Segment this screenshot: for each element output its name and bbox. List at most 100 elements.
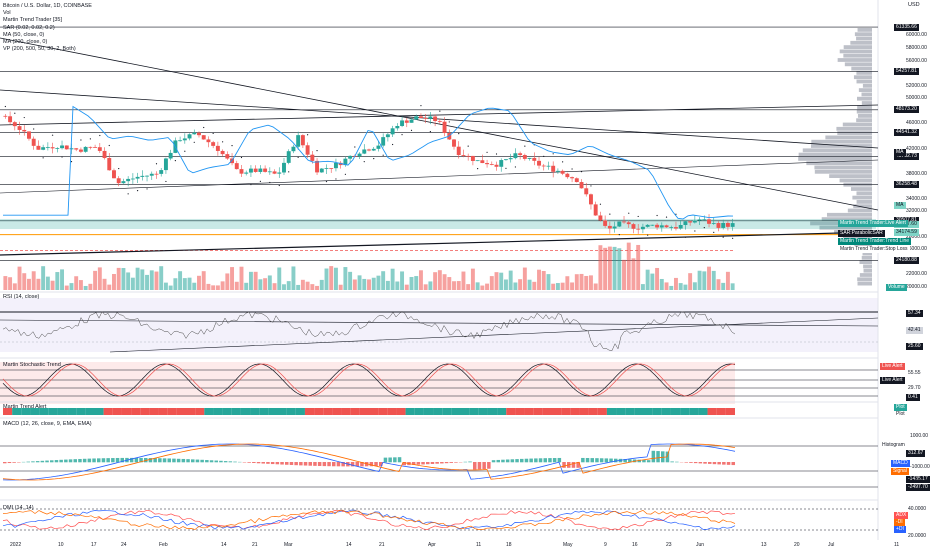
sar-dot (675, 213, 677, 215)
volume-bar (50, 280, 55, 290)
candle-body (475, 160, 480, 162)
candle-body (664, 225, 669, 228)
candle-body (470, 155, 475, 161)
trend-alert-cell (698, 408, 708, 415)
trend-alert-cell (552, 408, 562, 415)
volume-profile-bar (829, 174, 872, 178)
sar-dot (401, 134, 403, 136)
macd-histogram-bar (252, 462, 256, 464)
trend-alert-cell (30, 408, 40, 415)
time-axis-label: 16 (632, 542, 638, 548)
sar-dot (571, 168, 573, 170)
macd-histogram-bar (45, 460, 49, 463)
sar-dot (127, 193, 129, 195)
trend-alert-cell (414, 408, 424, 415)
trend-alert-cell (222, 408, 232, 415)
sar-dot (647, 234, 649, 236)
stoch-pane-bg (0, 362, 735, 404)
sar-dot (392, 143, 394, 146)
volume-bar (617, 248, 622, 290)
volume-bar (480, 285, 485, 290)
macd-histogram-bar (529, 458, 533, 463)
sar-dot (61, 156, 63, 158)
macd-histogram-bar (576, 462, 580, 468)
macd-histogram-bar (440, 462, 444, 464)
candle-body (442, 121, 447, 134)
volume-bar (541, 270, 546, 290)
currency-label: USD (908, 2, 920, 8)
sar-dot (543, 155, 545, 157)
volume-bar (418, 270, 423, 290)
sar-dot (108, 144, 110, 147)
macd-histogram-bar (501, 459, 505, 463)
macd-histogram-bar (656, 451, 660, 463)
candle-body (546, 165, 551, 167)
macd-histogram-bar (524, 458, 529, 463)
price-axis-label: 34000.00 (906, 195, 927, 202)
candle-body (50, 147, 55, 149)
candle-body (678, 225, 683, 229)
macd-histogram-bar (703, 462, 707, 464)
volume-bar (659, 278, 664, 290)
candle-body (163, 158, 168, 171)
macd-axis-label: -1000.00 (910, 464, 930, 470)
volume-profile-bar (857, 105, 872, 110)
volume-profile-bar (863, 264, 872, 269)
candle-body (522, 155, 527, 159)
volume-bar (650, 273, 655, 290)
volume-bar (343, 267, 348, 290)
macd-histogram-bar (520, 458, 524, 463)
volume-bar (626, 242, 631, 290)
macd-histogram-bar (64, 459, 68, 463)
candle-body (716, 223, 721, 228)
macd-histogram-bar (651, 450, 656, 463)
volume-bar (589, 275, 593, 290)
volume-bar (645, 269, 650, 290)
volume-profile-bar (839, 49, 872, 54)
sar-dot (4, 105, 6, 108)
volume-bar (414, 276, 419, 290)
candle-body (711, 223, 716, 224)
candle-body (626, 222, 631, 225)
candle-body (282, 162, 286, 173)
volume-profile-bar (854, 32, 872, 37)
rsi-title: RSI (14, close) (3, 294, 40, 300)
price-tag: 61335.66 (894, 23, 919, 31)
trend-alert-cell (497, 408, 507, 415)
volume-bar (286, 281, 291, 290)
volume-bar (140, 269, 145, 290)
volume-profile-bar (837, 131, 872, 135)
sar-dot (703, 227, 705, 229)
candle-body (315, 160, 320, 173)
candle-body (102, 150, 107, 159)
price-axis-label: 26000.00 (906, 246, 927, 253)
ma-label: MA (894, 202, 906, 209)
sar-dot (136, 189, 139, 192)
sar-dot (240, 156, 243, 159)
macd-histogram-bar (195, 459, 200, 463)
candle-body (272, 171, 277, 174)
volume-bar (220, 281, 225, 290)
trendline (0, 231, 879, 256)
macd-histogram-bar (670, 461, 674, 463)
price-tag: 48173.20 (894, 106, 919, 114)
candle-body (428, 116, 433, 119)
macd-histogram-bar (364, 462, 369, 467)
candle-body (116, 178, 121, 184)
volume-bar (300, 279, 305, 290)
sar-dot (344, 173, 346, 175)
sar-dot (307, 134, 309, 136)
legend-line: VP (200, 500, 50, 30, 2, Both) (3, 46, 76, 53)
volume-bar (395, 281, 400, 290)
adx-line (2, 509, 736, 531)
sar-dot (259, 180, 261, 182)
candle-body (607, 225, 612, 229)
sar-dot (297, 156, 299, 158)
sar-dot (732, 237, 734, 239)
trend-alert-cell (39, 408, 49, 415)
macd-histogram-bar (92, 458, 96, 463)
macd-histogram-bar (299, 462, 303, 466)
volume-bar (239, 266, 244, 290)
trend-alert-cell (725, 408, 735, 415)
